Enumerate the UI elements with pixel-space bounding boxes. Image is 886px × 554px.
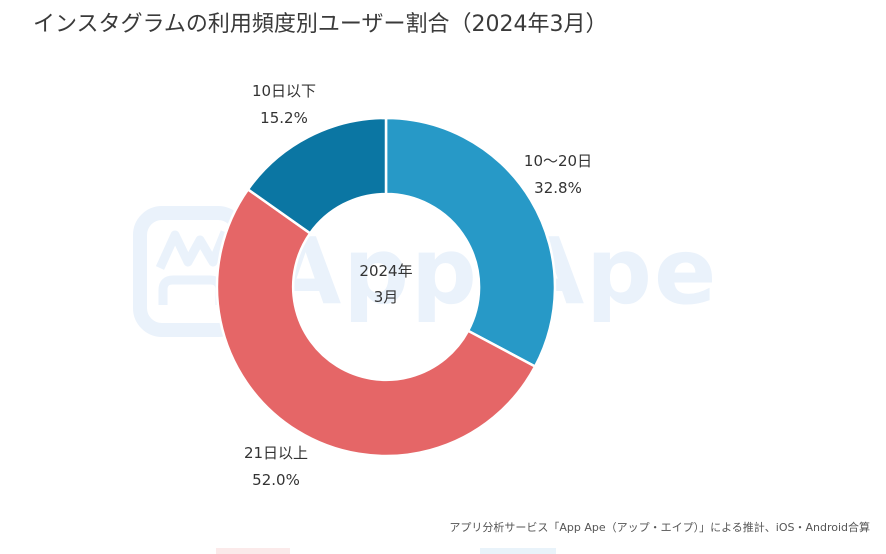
label-10-20-days-value: 32.8% (534, 179, 582, 197)
segment-10-20-days[interactable] (384, 116, 557, 369)
label-10-20-days-name: 10〜20日 (523, 152, 593, 170)
donut-center-label: 2024年 3月 (336, 258, 436, 310)
label-10-or-less-days-name: 10日以下 (251, 82, 317, 100)
segment-10-or-less-days[interactable] (246, 116, 388, 236)
label-10-20-days: 10〜20日 32.8% (508, 148, 608, 202)
label-21-plus-days-name: 21日以上 (243, 444, 309, 462)
label-10-or-less-days: 10日以下 15.2% (234, 78, 334, 132)
center-year: 2024年 (359, 262, 413, 280)
segment-21-plus-days[interactable] (215, 187, 537, 458)
source-note: アプリ分析サービス「App Ape（アップ・エイプ）」による推計、iOS・And… (449, 521, 870, 534)
label-10-or-less-days-value: 15.2% (260, 109, 308, 127)
label-21-plus-days: 21日以上 52.0% (226, 440, 326, 494)
bottom-pink-block (216, 548, 290, 554)
center-month: 3月 (373, 288, 399, 306)
chart-title: インスタグラムの利用頻度別ユーザー割合（2024年3月） (33, 12, 608, 37)
bottom-blue-block (480, 548, 556, 554)
label-21-plus-days-value: 52.0% (252, 471, 300, 489)
